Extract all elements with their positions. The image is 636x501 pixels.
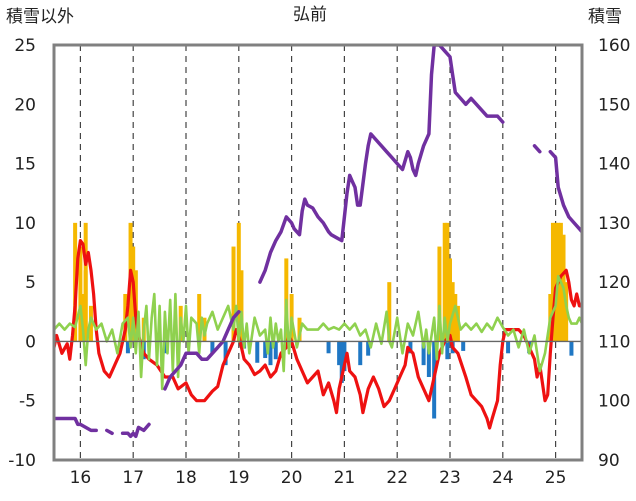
bar-1-3 [210,341,215,354]
bar-1-10 [326,341,331,354]
y-left-tick-label-25: 25 [14,36,36,56]
x-tick-label-17: 17 [122,468,144,488]
bar-1-15 [366,341,371,356]
bar-1-22 [461,341,466,351]
left-axis-label: 積雪以外 [6,7,74,27]
axes: 16 17 18 19 20 21 22 23 24 25 25 20 15 10 5 0 -5 -10 160 15… [8,36,630,488]
y-left-tick-label--10: -10 [8,451,36,471]
bar-1-4 [223,341,228,366]
bar-0-21 [437,246,442,342]
bar-0-4 [83,222,88,342]
y-left-tick-label--5: -5 [19,392,36,412]
bar-1-14 [358,341,363,366]
bar-1-11 [337,341,342,366]
bar-1-20 [445,341,450,360]
x-tick-label-21: 21 [334,468,356,488]
bar-0-29 [550,222,555,342]
y-right-tick-label-150: 150 [598,95,630,115]
x-tick-label-19: 19 [228,468,250,488]
bar-0-2 [81,294,86,342]
bar-1-25 [569,341,574,356]
bar-1-17 [421,341,426,366]
bar-1-9 [273,341,278,360]
x-tick-label-23: 23 [439,468,461,488]
bar-0-23 [445,222,450,342]
bar-0-20 [387,282,392,342]
plot-frame [52,43,584,462]
line-series-2 [54,45,582,439]
plot-area [54,45,582,460]
bar-0-34 [564,282,569,342]
y-left-tick-label-20: 20 [14,95,36,115]
y-right-tick-label-100: 100 [598,392,630,412]
bar-0-26 [453,294,458,342]
y-left-tick-label-15: 15 [14,155,36,175]
bar-0-16 [239,270,244,342]
y-right-tick-label-160: 160 [598,36,630,56]
bar-0-14 [231,246,236,342]
y-right-tick-label-110: 110 [598,332,630,352]
bar-1-16 [408,341,413,354]
bar-0-27 [455,305,460,342]
y-right-tick-label-140: 140 [598,155,630,175]
x-tick-label-24: 24 [492,468,514,488]
bar-1-12 [339,341,344,383]
y-left-tick-label-0: 0 [25,332,36,352]
x-tick-label-22: 22 [386,468,408,488]
bar-1-13 [342,341,347,372]
bar-0-30 [553,222,558,342]
y-left-tick-label-10: 10 [14,214,36,234]
bar-0-15 [236,222,241,342]
y-right-tick-label-130: 130 [598,214,630,234]
x-tick-label-25: 25 [545,468,567,488]
bar-0-1 [78,246,83,342]
bar-1-6 [255,341,260,363]
bar-0-12 [197,294,202,342]
bar-0-19 [297,317,302,342]
line-series-0 [54,239,582,430]
line-series-1 [54,274,582,391]
right-axis-label: 積雪 [588,7,622,27]
chart-title: 弘前 [293,5,327,25]
x-tick-label-20: 20 [281,468,303,488]
y-left-tick-label-5: 5 [25,273,36,293]
bar-1-7 [263,341,268,359]
x-tick-label-16: 16 [70,468,92,488]
bar-1-23 [506,341,511,354]
x-tick-label-18: 18 [175,468,197,488]
bar-1-8 [268,341,273,366]
bar-1-0 [125,341,130,354]
bar-1-18 [426,341,431,377]
bar-0-24 [448,258,452,342]
series-group [54,45,582,439]
y-right-tick-label-90: 90 [598,451,620,471]
bar-0-22 [442,222,447,342]
y-right-tick-label-120: 120 [598,273,630,293]
